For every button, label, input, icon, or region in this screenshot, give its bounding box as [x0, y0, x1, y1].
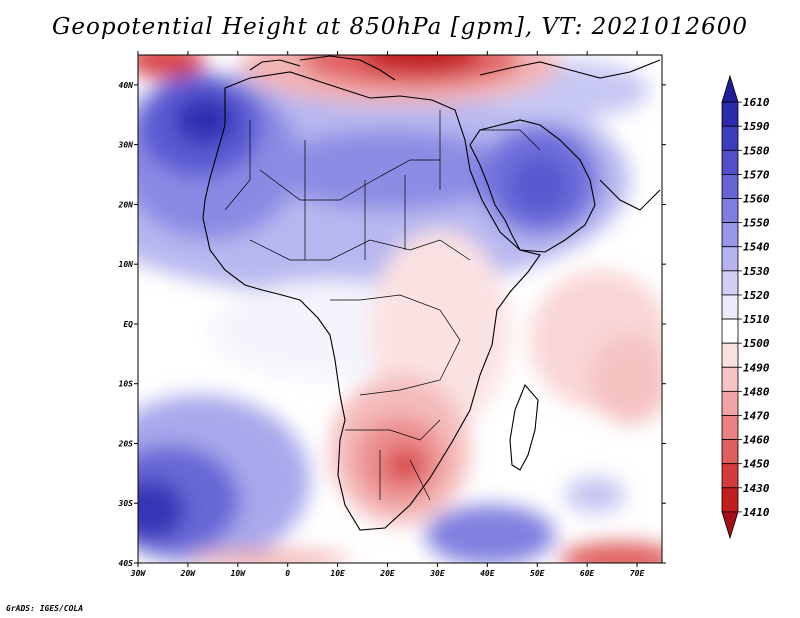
colorbar-swatch [721, 270, 739, 296]
lat-tick-label: 10N [119, 260, 134, 269]
lon-tick-label: 60E [580, 569, 595, 578]
lat-tick-label: 20N [118, 200, 134, 209]
colorbar-swatch [721, 487, 739, 513]
colorbar-label: 1580 [743, 144, 770, 157]
lon-tick-label: 20E [379, 569, 395, 578]
colorbar-swatch [721, 463, 739, 489]
country-borders [224, 110, 541, 501]
colorbar-swatch [721, 318, 739, 344]
lon-tick-label: 30W [130, 569, 147, 578]
lat-tick-label: 40N [119, 81, 134, 90]
colorbar-swatch [721, 342, 739, 368]
map-axes: 30W 20W 10W 0 10E 20E 30E 40E 50E 60E 70E 40N 30N 20N… [118, 51, 666, 578]
grads-credit: GrADS: IGES/COLA [6, 604, 84, 613]
colorbar-label: 1460 [743, 434, 770, 447]
colorbar-swatch [721, 390, 739, 416]
colorbar-label: 1550 [743, 217, 770, 230]
colorbar: 1610 1590 1580 1570 1560 1550 1540 1530 1520 1510… [721, 74, 770, 540]
map-title: Geopotential Height at 850hPa [gpm], VT:… [52, 14, 748, 40]
colorbar-label: 1410 [743, 506, 770, 519]
lon-tick-label: 70E [630, 569, 645, 578]
map-frame [137, 54, 663, 564]
colorbar-label: 1480 [743, 385, 770, 398]
colorbar-label: 1530 [743, 265, 770, 278]
colorbar-swatch [721, 198, 739, 224]
colorbar-swatch [721, 101, 739, 127]
lon-tick-label: 0 [285, 569, 290, 578]
colorbar-label: 1610 [743, 96, 770, 109]
colorbar-label: 1490 [743, 361, 770, 374]
colorbar-swatch [721, 246, 739, 272]
colorbar-label: 1540 [743, 241, 770, 254]
colorbar-label: 1470 [743, 409, 770, 422]
lat-tick-label: 40S [119, 559, 134, 568]
colorbar-swatch [721, 415, 739, 440]
colorbar-label: 1450 [743, 458, 770, 471]
lon-tick-label: 30E [429, 569, 445, 578]
lon-tick-label: 10W [231, 569, 247, 578]
colorbar-label: 1510 [743, 313, 770, 326]
lon-tick-label: 50E [530, 569, 545, 578]
colorbar-swatch [721, 125, 739, 151]
lat-tick-label: 30S [118, 499, 134, 508]
lon-tick-label: 10E [330, 569, 345, 578]
lat-tick-label: 30N [118, 141, 134, 150]
colorbar-swatch [721, 149, 739, 175]
colorbar-swatch [721, 222, 739, 248]
colorbar-label: 1570 [743, 168, 770, 181]
colorbar-swatch [721, 74, 739, 103]
lat-tick-label: 10S [119, 380, 134, 389]
colorbar-label: 1560 [743, 193, 770, 206]
lat-tick-label: 20S [118, 439, 134, 448]
lat-tick-label: EQ [123, 320, 133, 329]
colorbar-swatch [721, 511, 739, 540]
colorbar-swatch [721, 366, 739, 392]
colorbar-label: 1590 [743, 120, 770, 133]
lon-tick-label: 40E [480, 569, 495, 578]
coastlines [202, 55, 661, 531]
colorbar-swatch [721, 294, 739, 320]
lon-tick-label: 20W [180, 569, 197, 578]
colorbar-label: 1430 [743, 482, 770, 495]
geopotential-field [138, 55, 662, 563]
colorbar-swatch [721, 174, 739, 199]
colorbar-label: 1500 [743, 337, 770, 350]
colorbar-swatch [721, 439, 739, 465]
colorbar-label: 1520 [743, 289, 770, 302]
